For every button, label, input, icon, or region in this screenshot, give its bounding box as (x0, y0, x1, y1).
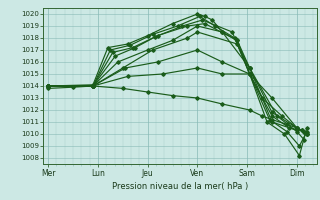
X-axis label: Pression niveau de la mer( hPa ): Pression niveau de la mer( hPa ) (112, 182, 248, 191)
